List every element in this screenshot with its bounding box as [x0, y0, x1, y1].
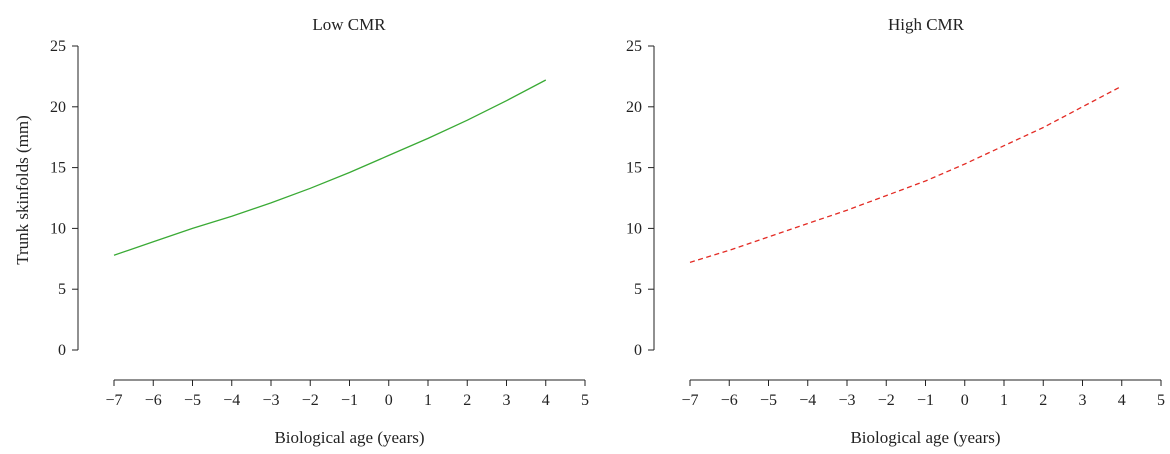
x-axis-label: Biological age (years) — [850, 428, 1000, 447]
x-tick-label: −5 — [184, 392, 201, 409]
x-tick-label: 5 — [581, 392, 589, 409]
x-tick-label: −3 — [262, 392, 279, 409]
x-tick-label: 1 — [1000, 392, 1008, 409]
y-tick-label: 0 — [634, 342, 642, 359]
x-tick-label: 0 — [961, 392, 969, 409]
chart-panel-2: High CMR 0 5 10 15 20 25 −7 −6 −5 −4 −3 −2 −1 0 1 2 3 4 5 Bi… — [626, 15, 1165, 447]
x-tick-label: −2 — [878, 392, 895, 409]
x-tick-label: −6 — [145, 392, 162, 409]
y-tick-label: 25 — [626, 38, 642, 55]
x-tick-label: −1 — [917, 392, 934, 409]
x-tick-label: −4 — [223, 392, 240, 409]
chart-panel-1: Low CMR 0 5 10 15 20 25 −7 −6 −5 −4 −3 −2 −1 0 1 2 3 4 5 Bio… — [13, 15, 589, 447]
x-tick-label: −6 — [721, 392, 738, 409]
x-tick-label: −3 — [838, 392, 855, 409]
x-tick-label: −1 — [341, 392, 358, 409]
x-tick-label: 2 — [1039, 392, 1047, 409]
y-tick-label: 15 — [626, 160, 642, 177]
y-tick-label: 20 — [626, 99, 642, 116]
y-tick-label: 10 — [50, 220, 66, 237]
chart-title: Low CMR — [312, 15, 386, 34]
x-tick-label: 2 — [463, 392, 471, 409]
x-tick-label: 0 — [385, 392, 393, 409]
x-tick-label: 4 — [542, 392, 550, 409]
y-tick-label: 5 — [58, 281, 66, 298]
x-tick-label: −7 — [105, 392, 122, 409]
x-tick-label: −5 — [760, 392, 777, 409]
x-tick-label: −4 — [799, 392, 816, 409]
y-tick-label: 5 — [634, 281, 642, 298]
y-tick-label: 0 — [58, 342, 66, 359]
x-tick-label: −2 — [302, 392, 319, 409]
y-tick-label: 10 — [626, 220, 642, 237]
x-tick-label: 5 — [1157, 392, 1165, 409]
y-tick-label: 15 — [50, 160, 66, 177]
x-tick-label: 3 — [503, 392, 511, 409]
chart-title: High CMR — [888, 15, 965, 34]
y-tick-label: 20 — [50, 99, 66, 116]
x-axis-label: Biological age (years) — [274, 428, 424, 447]
series-line — [113, 79, 547, 256]
x-tick-label: 1 — [424, 392, 432, 409]
x-tick-label: 4 — [1118, 392, 1126, 409]
series-line — [689, 85, 1123, 264]
x-tick-label: 3 — [1079, 392, 1087, 409]
x-tick-label: −7 — [681, 392, 698, 409]
y-axis-label: Trunk skinfolds (mm) — [13, 115, 32, 265]
y-tick-label: 25 — [50, 38, 66, 55]
